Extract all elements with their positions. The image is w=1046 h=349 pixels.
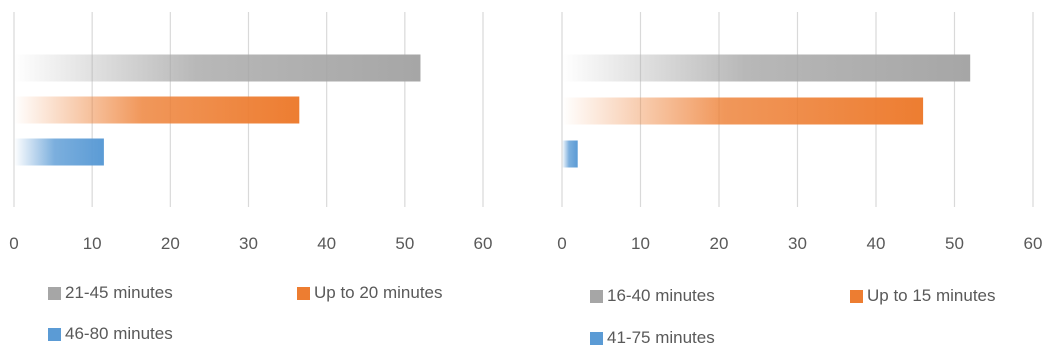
x-tick-label: 60 bbox=[1024, 234, 1043, 253]
x-tick-label: 30 bbox=[788, 234, 807, 253]
legend-item: Up to 20 minutes bbox=[297, 283, 443, 303]
x-tick-label: 10 bbox=[631, 234, 650, 253]
legend-item: 41-75 minutes bbox=[590, 328, 715, 348]
legend-item: Up to 15 minutes bbox=[850, 286, 996, 306]
legend-swatch bbox=[48, 286, 61, 300]
bar-16-40-minutes bbox=[562, 54, 971, 82]
chart-right-plot: 0 10 20 30 40 50 60 bbox=[557, 12, 1043, 253]
bar-46-80-minutes bbox=[14, 138, 104, 166]
legend-swatch bbox=[590, 331, 603, 345]
legend-swatch bbox=[297, 286, 310, 300]
legend-label: Up to 15 minutes bbox=[867, 286, 996, 305]
bar-41-75-minutes bbox=[562, 140, 578, 168]
legend-item: 46-80 minutes bbox=[48, 324, 173, 344]
legend-label: 16-40 minutes bbox=[607, 286, 715, 305]
x-tick-label: 20 bbox=[161, 234, 180, 253]
x-tick-label: 0 bbox=[557, 234, 566, 253]
legend-label: 41-75 minutes bbox=[607, 328, 715, 347]
x-tick-label: 50 bbox=[945, 234, 964, 253]
x-tick-label: 40 bbox=[317, 234, 336, 253]
x-tick-label: 40 bbox=[867, 234, 886, 253]
legend-item: 16-40 minutes bbox=[590, 286, 715, 306]
legend-swatch bbox=[850, 289, 863, 303]
legend-label: Up to 20 minutes bbox=[314, 283, 443, 302]
chart-right: 0 10 20 30 40 50 60 16-40 minutes Up to 15 min… bbox=[540, 0, 1046, 349]
x-tick-label: 30 bbox=[239, 234, 258, 253]
bar-up-to-15-minutes bbox=[562, 97, 924, 125]
x-tick-label: 50 bbox=[395, 234, 414, 253]
bar-up-to-20-minutes bbox=[14, 96, 300, 124]
legend-label: 46-80 minutes bbox=[65, 324, 173, 343]
x-tick-label: 60 bbox=[474, 234, 493, 253]
bar-21-45-minutes bbox=[14, 54, 421, 82]
chart-left-plot: 0 10 20 30 40 50 60 bbox=[9, 12, 493, 253]
chart-left: 0 10 20 30 40 50 60 21-45 minutes Up to 20 min… bbox=[0, 0, 520, 349]
legend-swatch bbox=[590, 289, 603, 303]
x-tick-label: 20 bbox=[710, 234, 729, 253]
legend-swatch bbox=[48, 327, 61, 341]
legend-item: 21-45 minutes bbox=[48, 283, 173, 303]
x-tick-label: 0 bbox=[9, 234, 18, 253]
legend-label: 21-45 minutes bbox=[65, 283, 173, 302]
x-tick-label: 10 bbox=[83, 234, 102, 253]
